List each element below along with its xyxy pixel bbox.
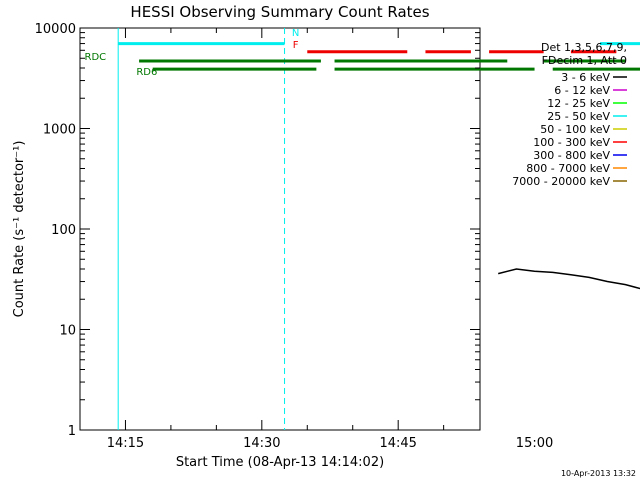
timestamp: 10-Apr-2013 13:32: [561, 469, 636, 478]
flag-label-f: F: [293, 40, 299, 51]
x-tick-label: 15:00: [516, 436, 553, 451]
plot-frame: [79, 27, 481, 431]
y-tick-label: 10000: [35, 22, 76, 37]
x-tick-label: 14:30: [243, 436, 280, 451]
y-axis-label: Count Rate (s⁻¹ detector⁻¹): [12, 141, 27, 318]
y-tick-label: 1000: [43, 123, 76, 138]
legend-label: 800 - 7000 keV: [526, 162, 610, 175]
legend-header-1: Det 1,3,5,6,7,9,: [541, 41, 627, 54]
chart-title: HESSI Observing Summary Count Rates: [130, 3, 429, 21]
y-axis: 1 10 100 1000 10000: [35, 22, 480, 439]
series-line-1: [498, 268, 640, 290]
y-tick-label: 100: [51, 223, 76, 238]
flag-label-n: N: [292, 28, 299, 39]
legend-header-2: FDecim 1, Att 0: [542, 54, 627, 67]
flag-label-rd6: RD6: [136, 67, 157, 78]
legend-label: 3 - 6 keV: [561, 71, 610, 84]
x-axis-label: Start Time (08-Apr-13 14:14:02): [176, 455, 384, 470]
legend-label: 50 - 100 keV: [540, 123, 610, 136]
flag-label-rdc: RDC: [85, 52, 107, 63]
y-tick-label: 10: [59, 324, 76, 339]
legend-label: 7000 - 20000 keV: [512, 175, 610, 188]
x-tick-label: 14:45: [379, 436, 416, 451]
legend-label: 6 - 12 keV: [554, 84, 610, 97]
y-tick-label: 1: [68, 424, 76, 439]
x-tick-label: 14:15: [107, 436, 144, 451]
legend-label: 12 - 25 keV: [547, 97, 610, 110]
legend-label: 25 - 50 keV: [547, 110, 610, 123]
legend-label: 100 - 300 keV: [533, 136, 610, 149]
legend: Det 1,3,5,6,7,9, FDecim 1, Att 0 3 - 6 k…: [512, 41, 627, 188]
plot-area: NF RDC RD6: [79, 27, 640, 431]
legend-label: 300 - 800 keV: [533, 149, 610, 162]
